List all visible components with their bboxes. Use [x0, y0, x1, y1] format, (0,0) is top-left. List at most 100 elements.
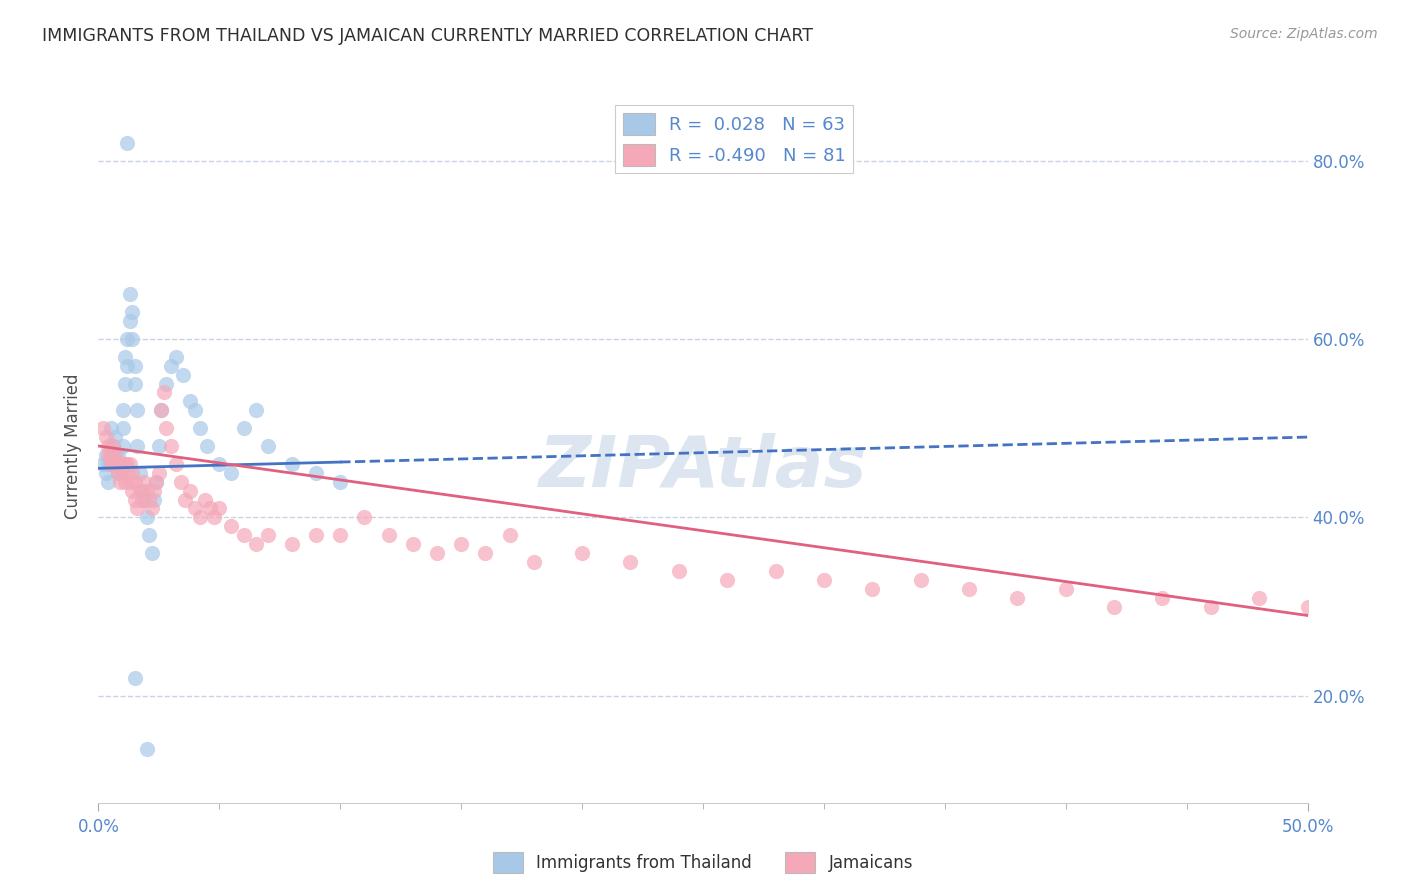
Y-axis label: Currently Married: Currently Married: [65, 373, 83, 519]
Point: [281, 537, 304, 551]
Point: [910, 573, 932, 587]
Point: [124, 475, 146, 489]
Point: [716, 573, 738, 587]
Text: ZIPAtlas: ZIPAtlas: [538, 433, 868, 502]
Point: [145, 475, 167, 489]
Point: [94, 430, 117, 444]
Point: [813, 573, 835, 587]
Point: [101, 457, 124, 471]
Point: [256, 528, 278, 542]
Point: [148, 466, 170, 480]
Point: [141, 546, 163, 560]
Point: [245, 537, 267, 551]
Point: [184, 403, 207, 417]
Point: [97, 475, 120, 489]
Point: [194, 492, 217, 507]
Point: [107, 466, 129, 480]
Point: [305, 466, 328, 480]
Point: [124, 492, 146, 507]
Point: [204, 510, 226, 524]
Point: [127, 403, 149, 417]
Point: [111, 403, 134, 417]
Point: [138, 492, 160, 507]
Point: [232, 421, 254, 435]
Point: [127, 501, 149, 516]
Point: [131, 483, 153, 498]
Point: [668, 564, 690, 578]
Point: [1102, 599, 1125, 614]
Point: [100, 439, 122, 453]
Text: Source: ZipAtlas.com: Source: ZipAtlas.com: [1230, 27, 1378, 41]
Point: [172, 368, 194, 382]
Point: [118, 457, 141, 471]
Point: [498, 528, 520, 542]
Point: [121, 483, 143, 498]
Point: [124, 671, 146, 685]
Point: [108, 457, 131, 471]
Point: [1152, 591, 1174, 605]
Point: [91, 457, 114, 471]
Point: [107, 457, 129, 471]
Point: [104, 448, 127, 462]
Point: [143, 483, 166, 498]
Point: [101, 439, 124, 453]
Point: [165, 457, 187, 471]
Point: [188, 421, 211, 435]
Point: [1054, 582, 1077, 596]
Point: [150, 403, 173, 417]
Point: [104, 457, 127, 471]
Point: [121, 466, 143, 480]
Point: [195, 439, 218, 453]
Point: [179, 394, 201, 409]
Point: [155, 421, 177, 435]
Point: [329, 475, 352, 489]
Point: [117, 332, 139, 346]
Point: [117, 457, 139, 471]
Point: [208, 457, 231, 471]
Point: [232, 528, 254, 542]
Point: [221, 466, 243, 480]
Point: [353, 510, 375, 524]
Point: [128, 466, 150, 480]
Point: [111, 466, 134, 480]
Point: [165, 350, 187, 364]
Point: [108, 475, 131, 489]
Point: [860, 582, 883, 596]
Point: [188, 510, 211, 524]
Point: [134, 475, 156, 489]
Point: [121, 332, 143, 346]
Point: [100, 421, 122, 435]
Point: [121, 305, 143, 319]
Point: [108, 466, 131, 480]
Point: [198, 501, 221, 516]
Legend: R =  0.028   N = 63, R = -0.490   N = 81: R = 0.028 N = 63, R = -0.490 N = 81: [616, 105, 853, 173]
Point: [101, 457, 124, 471]
Point: [426, 546, 449, 560]
Point: [97, 439, 120, 453]
Point: [97, 457, 120, 471]
Point: [111, 457, 134, 471]
Point: [1249, 591, 1271, 605]
Point: [208, 501, 231, 516]
Point: [100, 457, 122, 471]
Point: [114, 457, 136, 471]
Point: [141, 501, 163, 516]
Point: [765, 564, 787, 578]
Point: [117, 466, 139, 480]
Point: [138, 528, 160, 542]
Point: [104, 448, 127, 462]
Point: [100, 457, 122, 471]
Point: [118, 475, 141, 489]
Point: [128, 483, 150, 498]
Point: [256, 439, 278, 453]
Point: [474, 546, 496, 560]
Point: [100, 448, 122, 462]
Point: [619, 555, 641, 569]
Point: [107, 457, 129, 471]
Point: [523, 555, 546, 569]
Point: [150, 403, 173, 417]
Point: [377, 528, 399, 542]
Point: [117, 136, 139, 150]
Point: [114, 475, 136, 489]
Point: [221, 519, 243, 533]
